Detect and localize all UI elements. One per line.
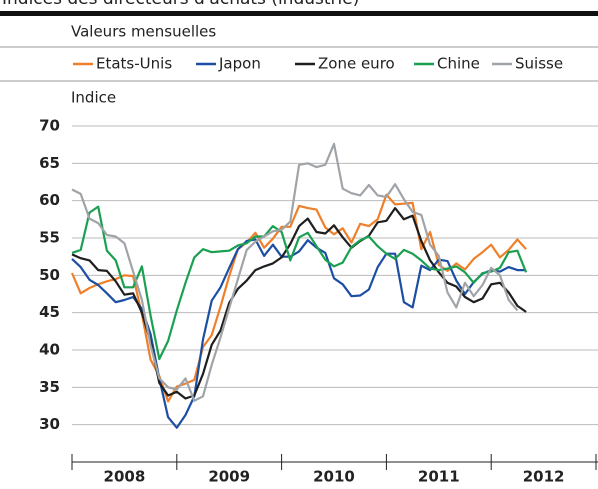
y-axis-label: Indice <box>71 89 116 107</box>
title-rule <box>0 11 598 16</box>
y-tick-label: 30 <box>39 415 60 433</box>
chart-title: Indices des directeurs d'achats (industr… <box>2 0 359 9</box>
legend-label: Japon <box>218 55 261 73</box>
legend-label: Suisse <box>515 55 563 73</box>
series-line <box>71 142 519 402</box>
x-tick-label: 2008 <box>104 468 146 486</box>
y-tick-label: 35 <box>39 378 60 396</box>
y-tick-label: 45 <box>39 303 60 321</box>
y-tick-label: 40 <box>39 341 60 359</box>
x-tick-label: 2010 <box>313 468 355 486</box>
y-tick-label: 50 <box>39 266 60 284</box>
y-tick-label: 55 <box>39 229 60 247</box>
subtitle: Valeurs mensuelles <box>71 23 216 41</box>
y-tick-label: 70 <box>39 117 60 135</box>
legend-label: Chine <box>437 55 480 73</box>
legend-label: Etats-Unis <box>96 55 172 73</box>
y-tick-label: 65 <box>39 154 60 172</box>
legend-label: Zone euro <box>318 55 395 73</box>
series-line <box>71 205 528 361</box>
y-tick-label: 60 <box>39 191 60 209</box>
x-tick-label: 2009 <box>208 468 250 486</box>
x-tick-label: 2011 <box>418 468 460 486</box>
x-tick-label: 2012 <box>523 468 565 486</box>
